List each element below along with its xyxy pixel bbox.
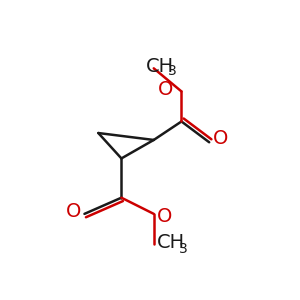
Text: 3: 3: [168, 64, 177, 78]
Text: CH: CH: [146, 56, 174, 76]
Text: O: O: [66, 202, 82, 221]
Text: CH: CH: [157, 233, 185, 252]
Text: O: O: [157, 207, 172, 226]
Text: O: O: [213, 129, 228, 148]
Text: 3: 3: [179, 242, 188, 256]
Text: O: O: [158, 80, 173, 99]
